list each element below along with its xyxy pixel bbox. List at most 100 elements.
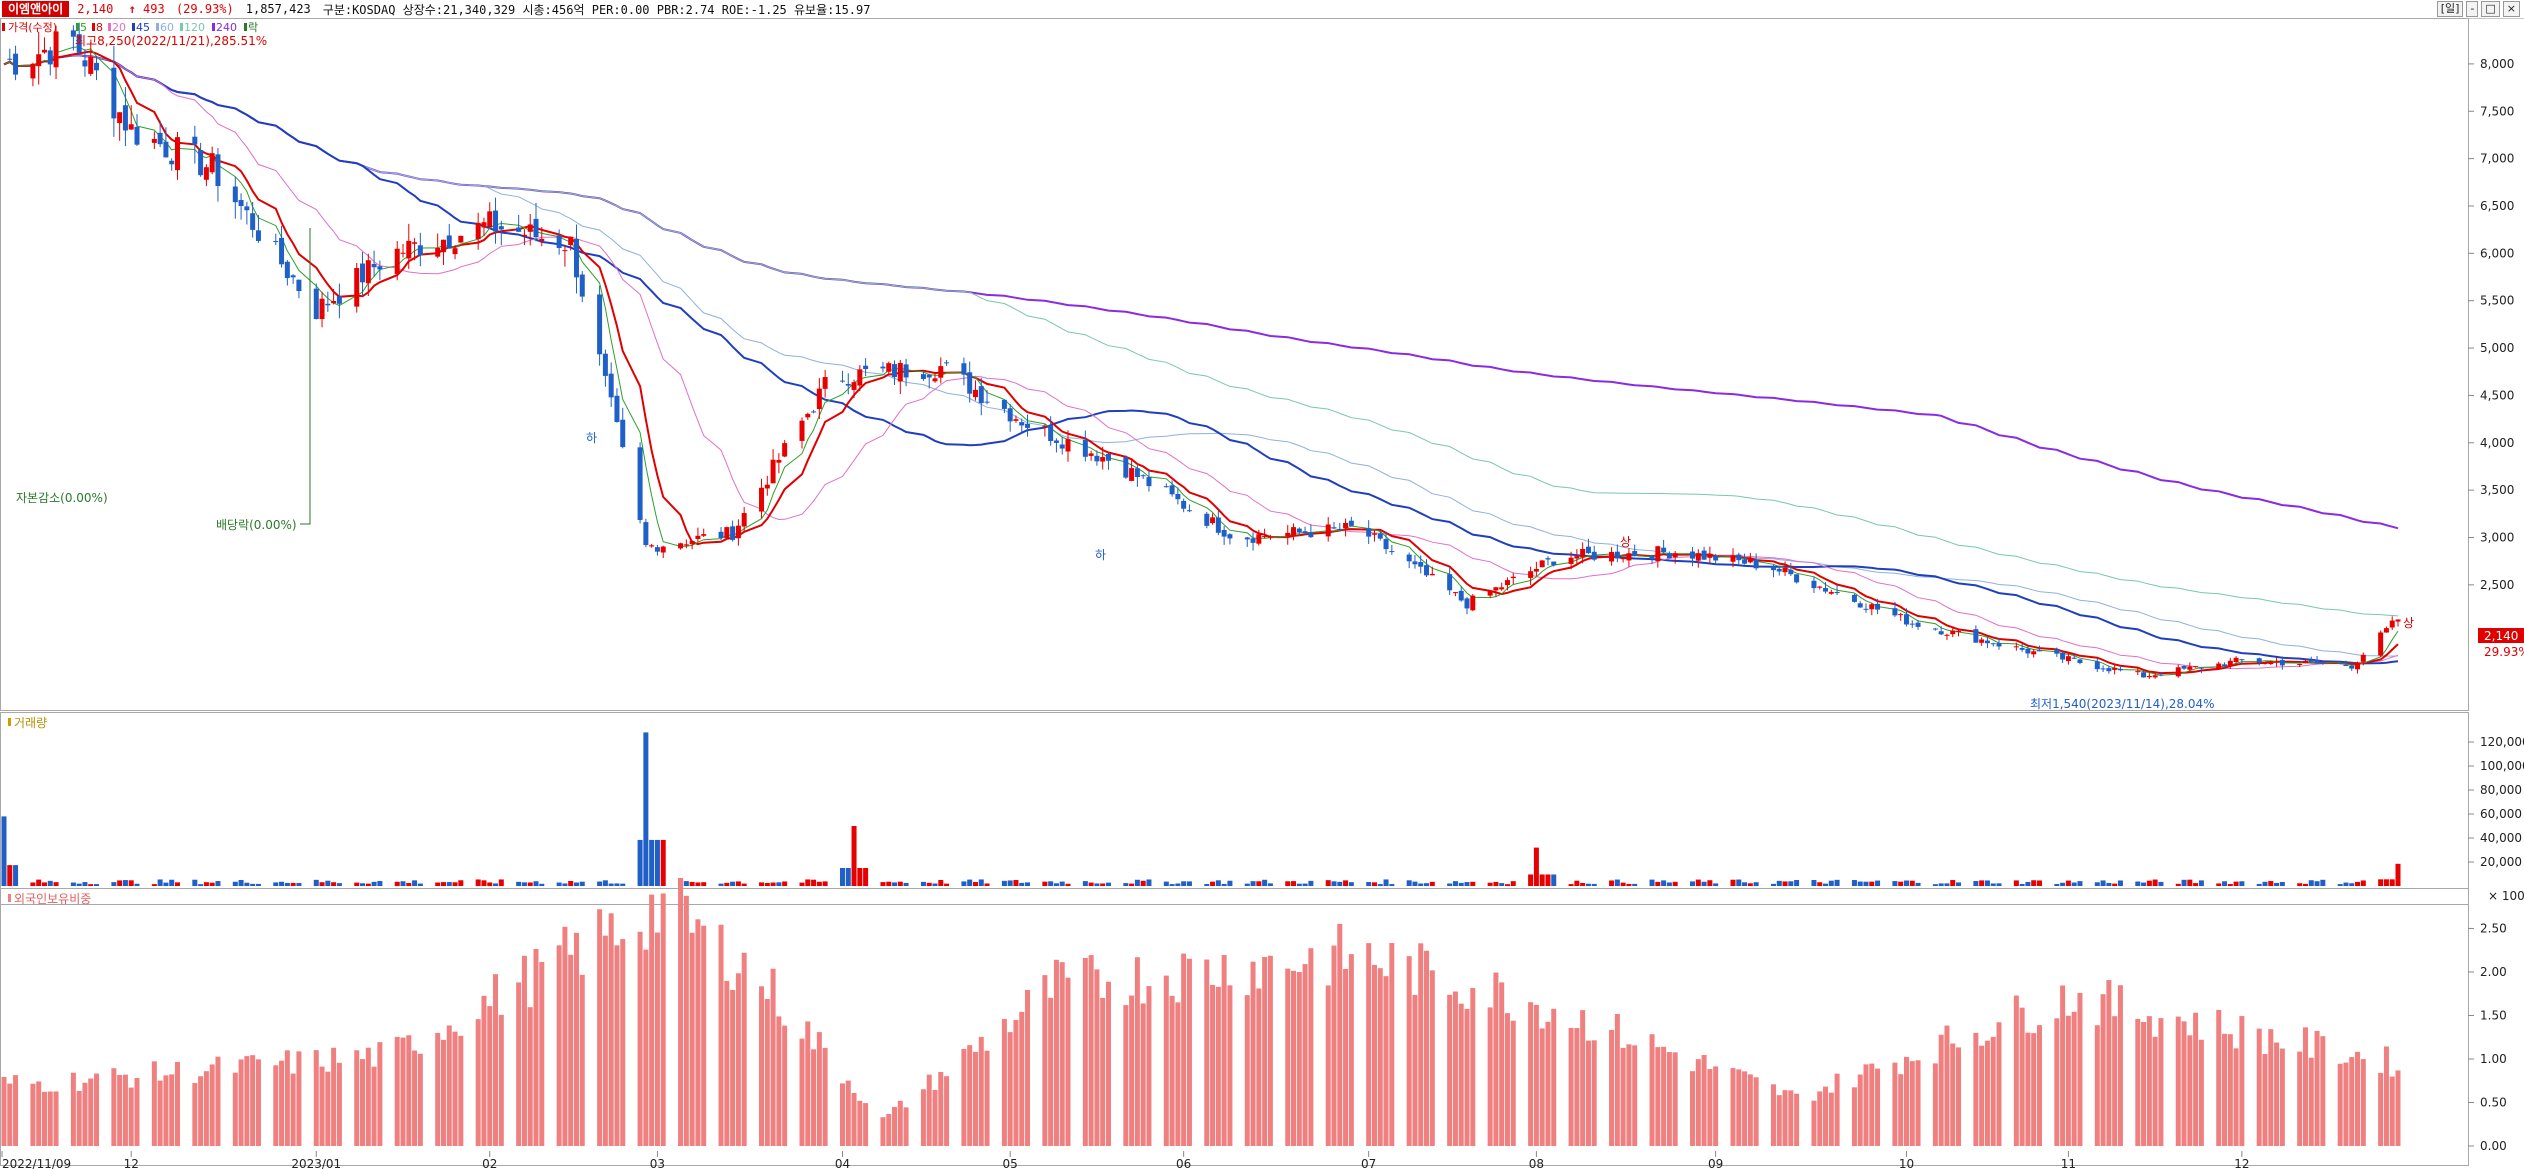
legend-marker bbox=[92, 23, 95, 31]
foreign-bar bbox=[192, 1083, 198, 1146]
volume-bar bbox=[811, 879, 817, 886]
foreign-bar bbox=[1053, 959, 1059, 1146]
foreign-bar bbox=[1632, 1045, 1638, 1146]
foreign-bar bbox=[1568, 1027, 1574, 1146]
stock-name[interactable]: 이엠앤아이 bbox=[2, 1, 70, 17]
volume-bar bbox=[1250, 881, 1256, 886]
foreign-bar bbox=[1851, 1087, 1857, 1146]
foreign-bar bbox=[435, 1032, 441, 1146]
foreign-bar bbox=[1291, 970, 1297, 1146]
volume-bar bbox=[1371, 882, 1377, 886]
volume-bar bbox=[1504, 884, 1510, 886]
candle bbox=[13, 53, 19, 75]
volume-bar bbox=[319, 882, 325, 886]
candle bbox=[41, 49, 47, 53]
volume-bar bbox=[1100, 883, 1106, 886]
candle bbox=[1938, 631, 1944, 635]
volume-bar bbox=[516, 881, 522, 886]
candle bbox=[1285, 532, 1291, 537]
volume-bar bbox=[1672, 881, 1678, 886]
foreign-y-label: 2.00 bbox=[2480, 965, 2507, 979]
volume-bar bbox=[1221, 883, 1227, 886]
foreign-bar bbox=[128, 1087, 134, 1146]
volume-y-label: 120,000 bbox=[2480, 735, 2524, 749]
last-price-tag bbox=[2478, 628, 2524, 643]
candle bbox=[1210, 517, 1216, 524]
volume-bar bbox=[2152, 879, 2158, 886]
foreign-bar bbox=[1614, 1014, 1620, 1146]
candle bbox=[1325, 524, 1331, 537]
maximize-icon[interactable]: □ bbox=[2481, 1, 2500, 17]
volume-bar bbox=[232, 881, 238, 886]
foreign-bar bbox=[406, 1035, 412, 1146]
foreign-bar bbox=[1690, 1071, 1696, 1146]
foreign-bar bbox=[203, 1071, 209, 1146]
candle bbox=[417, 245, 423, 256]
volume-bar bbox=[1343, 880, 1349, 886]
candle bbox=[886, 363, 892, 372]
volume-bar bbox=[1377, 884, 1383, 886]
volume-bar bbox=[1013, 880, 1019, 886]
candle bbox=[1707, 553, 1713, 558]
foreign-bar bbox=[1302, 964, 1308, 1146]
volume-bar bbox=[637, 839, 643, 886]
stock-chart[interactable]: 8,000 7,500 7,000 6,500 6,000 5,500 5,000 4,500… bbox=[0, 18, 2524, 1169]
foreign-bar bbox=[1661, 1046, 1667, 1146]
x-axis-label: 2023/01 bbox=[291, 1157, 341, 1169]
volume-bar bbox=[435, 882, 441, 886]
period-button[interactable]: [일] bbox=[2436, 1, 2464, 17]
candle bbox=[1371, 533, 1377, 535]
candle bbox=[458, 235, 464, 243]
foreign-bar bbox=[1869, 1063, 1875, 1146]
foreign-bar bbox=[1695, 1059, 1701, 1146]
price-y-label: 5,000 bbox=[2480, 341, 2514, 355]
volume-bar bbox=[1580, 882, 1586, 886]
volume-bar bbox=[1389, 884, 1395, 886]
foreign-bar bbox=[620, 939, 626, 1146]
candle bbox=[2036, 650, 2042, 652]
candle bbox=[2378, 632, 2384, 656]
foreign-bar bbox=[649, 894, 655, 1146]
volume-bar bbox=[1406, 880, 1412, 886]
candle bbox=[1256, 534, 1262, 544]
candle bbox=[2383, 628, 2389, 633]
candle bbox=[759, 487, 765, 512]
foreign-bar bbox=[579, 974, 585, 1146]
candle bbox=[1695, 553, 1701, 561]
foreign-bar bbox=[527, 1007, 533, 1146]
foreign-bar bbox=[944, 1076, 950, 1146]
foreign-bar bbox=[984, 1050, 990, 1146]
candle bbox=[944, 362, 950, 364]
volume-bar bbox=[2302, 883, 2308, 886]
foreign-bar bbox=[2060, 985, 2066, 1146]
close-icon[interactable]: × bbox=[2502, 1, 2520, 17]
volume-bar bbox=[782, 881, 788, 886]
candle bbox=[2013, 646, 2019, 648]
volume-bar bbox=[76, 883, 82, 886]
candle bbox=[892, 364, 898, 378]
minimize-icon[interactable]: - bbox=[2466, 1, 2479, 17]
foreign-bar bbox=[296, 1051, 302, 1146]
foreign-bar bbox=[2152, 1036, 2158, 1146]
volume-bar bbox=[597, 881, 603, 886]
candle bbox=[1753, 559, 1759, 569]
legend-marker bbox=[180, 23, 183, 31]
candle bbox=[365, 260, 371, 284]
candle bbox=[614, 395, 620, 423]
foreign-bar bbox=[1701, 1054, 1707, 1146]
foreign-y-label: 0.50 bbox=[2480, 1095, 2507, 1109]
candle bbox=[527, 224, 533, 232]
ma-line-45 bbox=[3, 54, 2399, 665]
candle bbox=[209, 153, 215, 173]
volume-bar bbox=[446, 882, 452, 886]
volume-bar bbox=[972, 882, 978, 886]
volume-bar bbox=[273, 882, 279, 886]
volume-bar bbox=[1452, 881, 1458, 886]
candle bbox=[1742, 559, 1748, 564]
candle bbox=[1973, 629, 1979, 643]
foreign-bar bbox=[1007, 1032, 1013, 1146]
volume-bar bbox=[394, 881, 400, 886]
foreign-bar bbox=[857, 1100, 863, 1146]
x-axis-label: 2022/11/09 bbox=[2, 1157, 71, 1169]
foreign-bar bbox=[1377, 968, 1383, 1146]
